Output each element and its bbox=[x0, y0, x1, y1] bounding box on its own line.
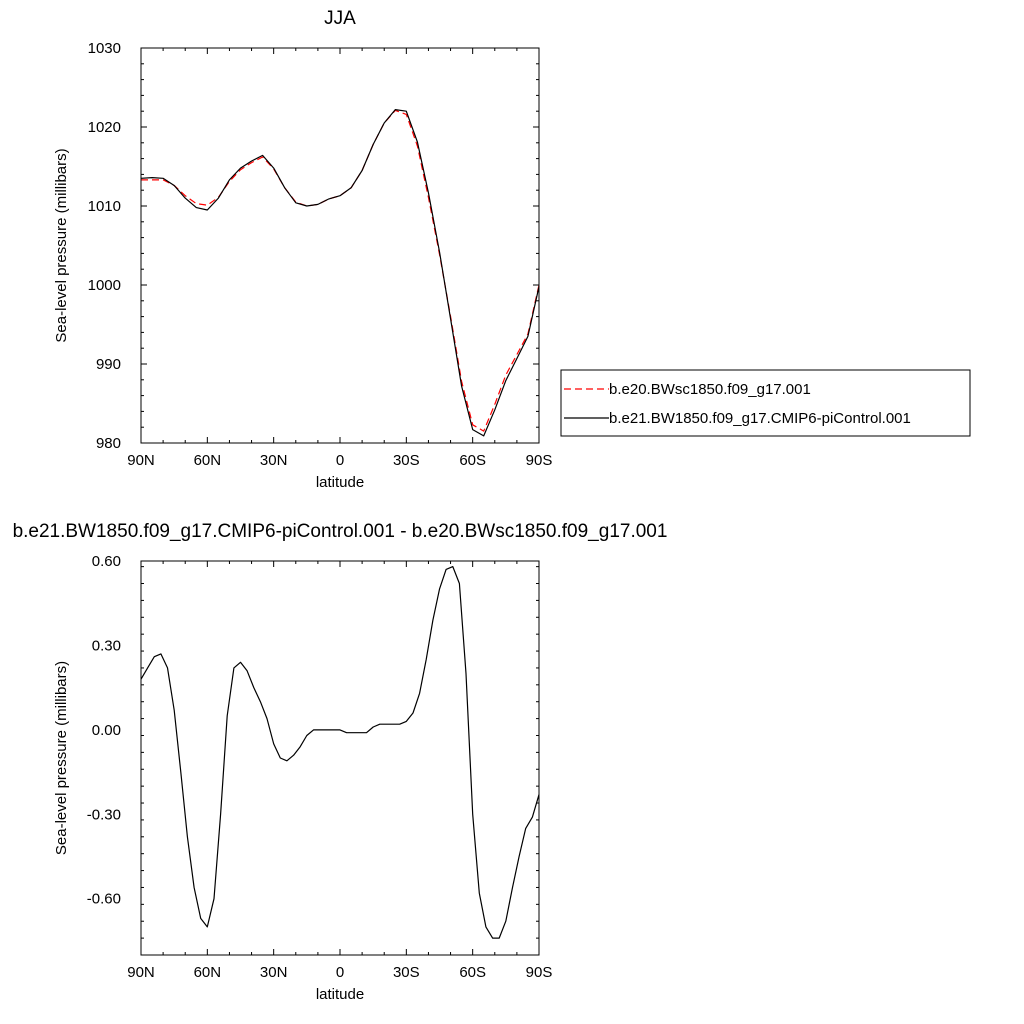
x-tick-label: 90N bbox=[127, 964, 155, 981]
chart-title: b.e21.BW1850.f09_g17.CMIP6-piControl.001… bbox=[13, 521, 668, 542]
x-tick-label: 90S bbox=[526, 452, 553, 469]
x-tick-label: 30S bbox=[393, 452, 420, 469]
y-tick-label: -0.30 bbox=[87, 806, 121, 823]
x-tick-label: 90N bbox=[127, 452, 155, 469]
x-axis-label: latitude bbox=[316, 986, 364, 1003]
chart-legend: b.e20.BWsc1850.f09_g17.001 b.e21.BW1850.f… bbox=[560, 369, 971, 437]
x-tick-label: 60S bbox=[459, 452, 486, 469]
x-tick-label: 60S bbox=[459, 964, 486, 981]
plot-frame bbox=[140, 47, 540, 444]
y-tick-label: 1010 bbox=[88, 198, 121, 215]
chart-title: JJA bbox=[324, 8, 356, 29]
x-tick-label: 0 bbox=[336, 964, 344, 981]
x-tick-label: 0 bbox=[336, 452, 344, 469]
y-tick-label: 1000 bbox=[88, 277, 121, 294]
y-tick-label: 0.00 bbox=[92, 722, 121, 739]
y-tick-label: 1030 bbox=[88, 40, 121, 57]
chart-bottom-difference: 90N 60N 30N 0 30S 60S 90S -0.60 -0.30 0.00 0.30 0.6… bbox=[13, 521, 668, 1003]
legend-label: b.e20.BWsc1850.f09_g17.001 bbox=[609, 381, 811, 398]
x-tick-label: 30S bbox=[393, 964, 420, 981]
x-tick-label: 30N bbox=[260, 964, 288, 981]
series-line-0 bbox=[141, 109, 540, 432]
x-tick-label: 60N bbox=[194, 452, 222, 469]
y-tick-label: 1020 bbox=[88, 119, 121, 136]
y-tick-label: -0.60 bbox=[87, 891, 121, 908]
series-line-0 bbox=[140, 565, 540, 939]
y-axis-label: Sea-level pressure (millibars) bbox=[53, 661, 70, 855]
x-tick-label: 90S bbox=[526, 964, 553, 981]
y-axis-label: Sea-level pressure (millibars) bbox=[53, 148, 70, 342]
x-axis-label: latitude bbox=[316, 474, 364, 491]
legend-box bbox=[560, 369, 971, 437]
y-tick-label: 980 bbox=[96, 435, 121, 452]
y-tick-label: 0.30 bbox=[92, 637, 121, 654]
y-tick-label: 0.60 bbox=[92, 553, 121, 570]
x-tick-label: 60N bbox=[194, 964, 222, 981]
chart-top-slp: 90N 60N 30N 0 30S 60S 90S 980 990 1000 1010 1020 103… bbox=[53, 8, 552, 491]
series-line-1 bbox=[140, 108, 540, 437]
legend-label: b.e21.BW1850.f09_g17.CMIP6-piControl.001 bbox=[609, 410, 911, 427]
x-tick-label: 30N bbox=[260, 452, 288, 469]
y-tick-label: 990 bbox=[96, 356, 121, 373]
